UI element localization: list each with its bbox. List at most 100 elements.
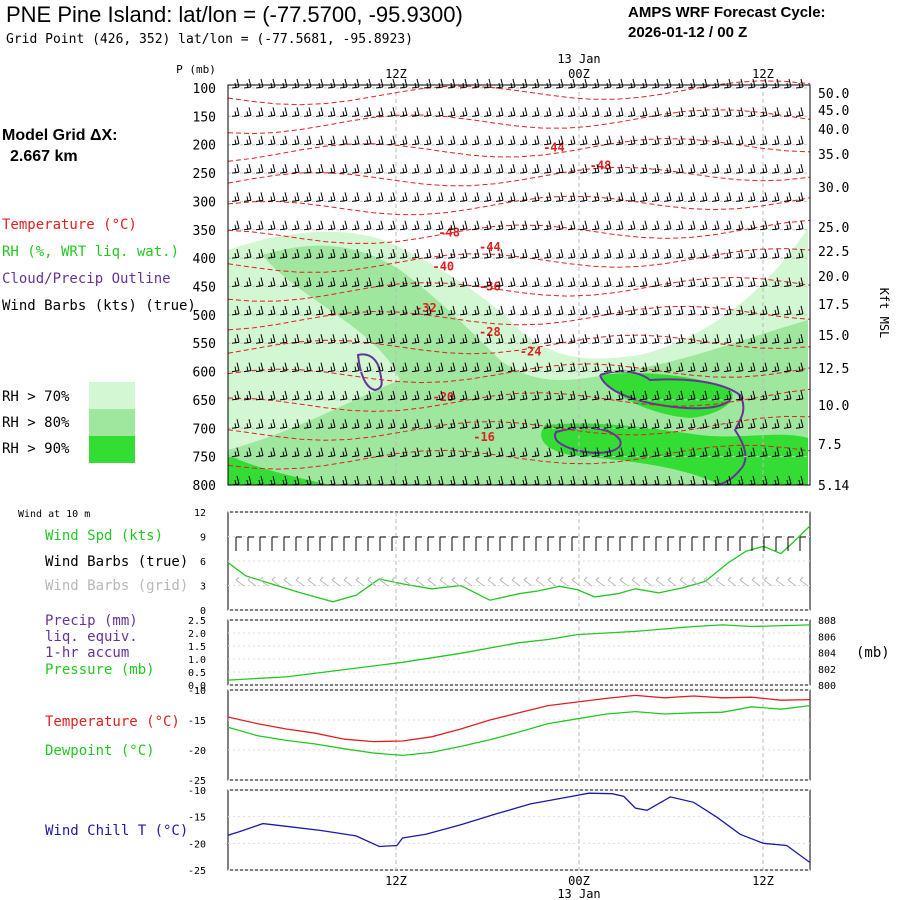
- isotherm-line: [227, 363, 811, 384]
- time-tick-top: 00Z: [568, 67, 590, 81]
- wind-barb-row: [231, 390, 804, 401]
- legend-rh80-swatch: [89, 409, 135, 436]
- height-axis-label: Kft MSL: [877, 288, 891, 339]
- isotherm-line: [227, 166, 811, 187]
- height-tick: 7.5: [818, 438, 841, 453]
- forecast-cycle-value: 2026-01-12 / 00 Z: [628, 24, 748, 41]
- isotherm-line: [227, 248, 811, 273]
- legend-wind-barbs: Wind Barbs (kts) (true): [2, 298, 196, 314]
- isotherm-line: [227, 195, 811, 216]
- wind-barb-row: [231, 447, 804, 458]
- pressure-tick: 600: [193, 366, 216, 381]
- panel-ytick: 1.0: [188, 655, 206, 666]
- time-tick-top: 12Z: [752, 67, 774, 81]
- height-tick: 20.0: [818, 270, 849, 285]
- isotherm-line: [227, 276, 811, 302]
- wind-10m-label: Wind at 10 m: [18, 509, 91, 520]
- legend-wind-speed: Wind Spd (kts): [45, 528, 164, 544]
- wind-barb-row: [231, 362, 804, 373]
- series-line-wind-spd-kts-: [227, 525, 811, 603]
- height-tick: 45.0: [818, 104, 849, 119]
- surface-panels: 0 3 6 9 12 0.0 0.5 1.0 1.5 2.0 2.5 800 802 804 806 808 -…: [188, 508, 836, 900]
- legend-precip-liq: liq. equiv.: [45, 629, 138, 645]
- panel-ytick: -10: [188, 686, 206, 697]
- legend-precip-accum: 1-hr accum: [45, 645, 130, 661]
- panel-ytick: 12: [194, 508, 206, 519]
- height-tick: 40.0: [818, 123, 849, 138]
- wind-barb-row: [231, 192, 804, 202]
- pressure-tick: 500: [193, 309, 216, 324]
- legend-cloud-outline: Cloud/Precip Outline: [2, 271, 171, 287]
- wind-barbs-true-row: [235, 536, 806, 551]
- height-tick: 15.0: [818, 329, 849, 344]
- pressure-tick: 400: [193, 252, 216, 267]
- panel-ytick: 9: [200, 533, 206, 544]
- pressure-tick: 550: [193, 337, 216, 352]
- series-line-temperature-c-: [227, 694, 811, 743]
- panel-ytick: 0: [200, 606, 206, 617]
- isotherm-label: -20: [432, 390, 454, 404]
- pressure-tick: 100: [193, 82, 216, 97]
- isotherm-label: -36: [479, 280, 501, 294]
- isotherm-label: -24: [520, 345, 542, 359]
- panel-ytick: 2.0: [188, 629, 206, 640]
- isotherm-label: -40: [432, 260, 454, 274]
- panel-ytick: 0.0: [188, 681, 206, 692]
- wind-barb-row: [231, 163, 804, 174]
- page-title: PNE Pine Island: lat/lon = (-77.5700, -9…: [6, 2, 463, 27]
- pressure-tick: 300: [193, 195, 216, 210]
- wind-barb-row: [231, 277, 804, 287]
- pressure-tick: 650: [193, 394, 216, 409]
- panel-y2tick: 802: [818, 665, 836, 676]
- isotherm-line: [227, 444, 811, 470]
- time-tick-bottom: 00Z: [568, 874, 590, 888]
- wind-barb-row: [231, 135, 804, 146]
- height-tick: 25.0: [818, 221, 849, 236]
- legend-dewpoint: Dewpoint (°C): [45, 743, 155, 759]
- panel-frame: [227, 689, 811, 781]
- panel-ytick: 3: [200, 582, 206, 593]
- panel-ytick: -15: [188, 813, 206, 824]
- panel-ytick: -10: [188, 786, 206, 797]
- height-tick: 5.14: [818, 479, 849, 494]
- height-tick: 17.5: [818, 298, 849, 313]
- legend-precip: Precip (mm): [45, 613, 138, 629]
- series-line-pressure-mb-: [227, 624, 811, 681]
- cross-section-layer: 12Z 00Z 12Z 13 Jan P (mb) 100 150 200 250 300 350 4…: [176, 52, 891, 494]
- panel-y2tick: 808: [818, 616, 836, 627]
- isotherm-line: [227, 388, 811, 412]
- isotherm-line: [227, 415, 811, 441]
- wind-barb-row: [231, 305, 804, 316]
- panel-ytick: -20: [188, 746, 206, 757]
- cross-section-frame: [227, 84, 811, 486]
- wind-barb-row: [231, 220, 804, 231]
- isotherm-line: [227, 305, 811, 331]
- height-tick: 10.0: [818, 399, 849, 414]
- wind-barb-row: [231, 78, 804, 89]
- panel-ytick: 6: [200, 557, 206, 568]
- legend-rh70-swatch: [89, 382, 135, 409]
- forecast-cycle-label: AMPS WRF Forecast Cycle:: [628, 4, 826, 21]
- panel-ytick: 2.5: [188, 616, 206, 627]
- wind-barb-row: [231, 107, 804, 117]
- legend-rh90-label: RH > 90%: [2, 441, 70, 457]
- isotherm-line: [227, 80, 811, 106]
- height-tick: 22.5: [818, 245, 849, 260]
- isotherm-label: -44: [543, 141, 565, 155]
- wind-barb-row: [231, 419, 804, 429]
- height-tick: 30.0: [818, 181, 849, 196]
- date-label-top: 13 Jan: [557, 52, 600, 66]
- legend-rh80-label: RH > 80%: [2, 415, 70, 431]
- isotherm-line: [227, 109, 811, 135]
- panel-ytick: -15: [188, 716, 206, 727]
- panel-ytick: 1.5: [188, 642, 206, 653]
- height-tick: 35.0: [818, 148, 849, 163]
- panel-y2tick: 804: [818, 649, 836, 660]
- panel-ytick: 0.5: [188, 668, 206, 679]
- legend-wind-chill: Wind Chill T (°C): [45, 823, 189, 839]
- panel-y2tick: 806: [818, 632, 836, 643]
- isotherm-label: -48: [590, 159, 612, 173]
- panel-frame: [227, 619, 811, 686]
- time-tick-bottom: 12Z: [385, 874, 407, 888]
